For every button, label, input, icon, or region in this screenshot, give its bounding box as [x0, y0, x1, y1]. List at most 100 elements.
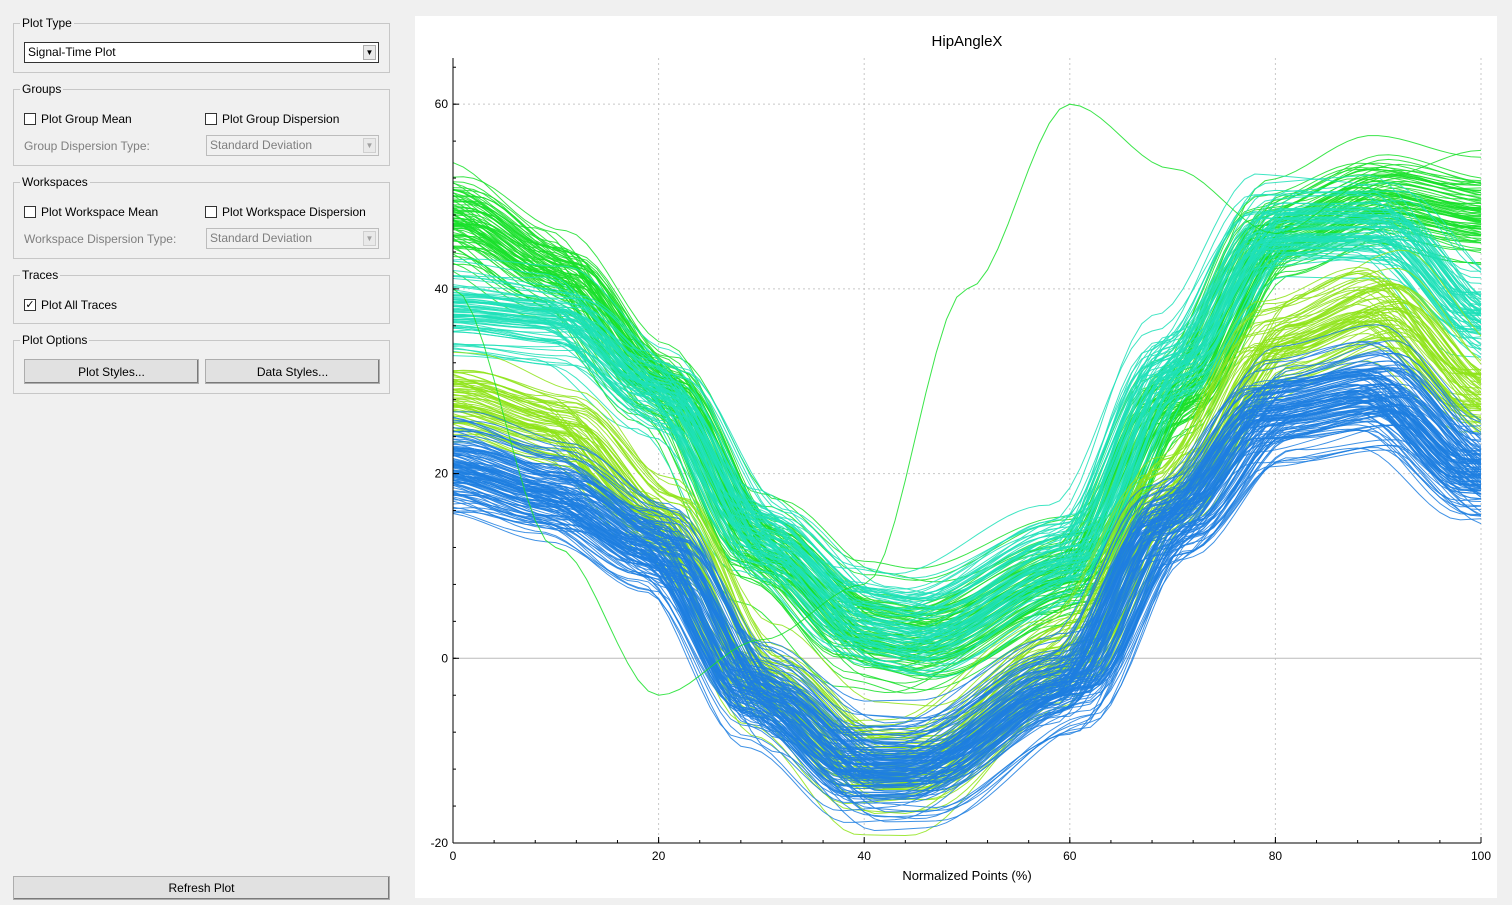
checkbox-unchecked-icon — [24, 206, 36, 218]
workspaces-group: Workspaces Plot Workspace Mean Plot Work… — [13, 174, 390, 259]
trace-line-series-3 — [453, 406, 1481, 803]
plot-styles-button[interactable]: Plot Styles... — [24, 359, 199, 384]
trace-line-series-1 — [453, 242, 1481, 648]
trace-line-series-3 — [453, 383, 1481, 757]
trace-line-series-1 — [453, 241, 1481, 653]
trace-line-series-1 — [453, 190, 1481, 609]
x-tick-label: 40 — [858, 849, 872, 863]
trace-line-series-3 — [453, 405, 1481, 778]
trace-line-series-1 — [453, 181, 1481, 635]
trace-line-series-1 — [453, 211, 1481, 575]
trace-line-series-3 — [453, 375, 1481, 734]
x-tick-label: 80 — [1269, 849, 1283, 863]
chart-title: HipAngleX — [932, 33, 1003, 50]
workspace-dispersion-type-value: Standard Deviation — [210, 231, 313, 245]
trace-line-series-1 — [453, 256, 1481, 644]
trace-line-series-2 — [453, 323, 1481, 801]
plot-all-traces-checkbox[interactable]: ✓ Plot All Traces — [24, 298, 117, 312]
trace-line-series-1 — [453, 219, 1481, 678]
trace-line-series-1 — [453, 202, 1481, 654]
trace-line-series-1 — [453, 275, 1481, 619]
group-dispersion-type-select[interactable]: Standard Deviation ▼ — [206, 135, 379, 156]
trace-line-series-1 — [453, 233, 1481, 590]
trace-line-series-3 — [453, 404, 1481, 809]
dropdown-arrow-icon: ▼ — [363, 231, 376, 246]
plot-type-title: Plot Type — [20, 15, 74, 31]
x-tick-label: 20 — [652, 849, 666, 863]
group-dispersion-type-value: Standard Deviation — [210, 138, 313, 152]
y-tick-label: 20 — [435, 467, 449, 481]
x-tick-label: 0 — [450, 849, 457, 863]
x-tick-label: 60 — [1063, 849, 1077, 863]
y-tick-label: 0 — [441, 651, 448, 665]
plot-area[interactable]: HipAngleX 0 20 40 60 80 100 -20 0 20 40 60 Normalize… — [415, 16, 1497, 898]
trace-line-series-1 — [453, 252, 1481, 630]
trace-line-series-3 — [453, 412, 1481, 778]
trace-line-series-3 — [453, 412, 1481, 760]
checkbox-unchecked-icon — [205, 113, 217, 125]
trace-line-series-1 — [453, 218, 1481, 608]
plot-options-group: Plot Options Plot Styles... Data Styles.… — [13, 332, 390, 394]
trace-line-series-3 — [453, 447, 1481, 762]
trace-line-series-3 — [453, 429, 1481, 775]
plot-type-group: Plot Type Signal-Time Plot ▼ — [13, 15, 390, 73]
trace-line-series-1 — [453, 239, 1481, 648]
trace-line-series-3 — [453, 383, 1481, 823]
y-tick-label: -20 — [431, 836, 449, 850]
checkbox-unchecked-icon — [24, 113, 36, 125]
x-axis-label: Normalized Points (%) — [902, 868, 1031, 883]
checkmark-icon: ✓ — [24, 299, 36, 311]
groups-group: Groups Plot Group Mean Plot Group Disper… — [13, 81, 390, 166]
trace-line-series-3 — [453, 424, 1481, 773]
trace-line-series-3 — [453, 444, 1481, 758]
x-tick-label: 100 — [1471, 849, 1491, 863]
plot-group-dispersion-checkbox[interactable]: Plot Group Dispersion — [205, 112, 339, 126]
trace-line-series-1 — [453, 254, 1481, 643]
trace-line-series-3 — [453, 449, 1481, 762]
workspaces-title: Workspaces — [20, 174, 90, 190]
trace-line-series-3 — [453, 400, 1481, 727]
trace-line-series-3 — [453, 411, 1481, 773]
plot-all-traces-label: Plot All Traces — [41, 298, 118, 312]
trace-line-series-3 — [453, 351, 1481, 773]
trace-line-series-1 — [453, 254, 1481, 635]
data-styles-button[interactable]: Data Styles... — [205, 359, 380, 384]
dropdown-arrow-icon: ▼ — [363, 45, 376, 60]
trace-line-series-3 — [453, 399, 1481, 798]
trace-line-series-3 — [453, 405, 1481, 798]
trace-line-series-1 — [453, 229, 1481, 599]
trace-line-series-1 — [453, 247, 1481, 617]
trace-line-series-0 — [453, 191, 1481, 694]
trace-line-series-3 — [453, 384, 1481, 762]
traces-title: Traces — [20, 267, 61, 283]
trace-line-series-1 — [453, 244, 1481, 659]
dropdown-arrow-icon: ▼ — [363, 138, 376, 153]
trace-line-series-1 — [453, 221, 1481, 608]
trace-line-series-1 — [453, 232, 1481, 601]
trace-line-series-1 — [453, 236, 1481, 579]
trace-line-series-1 — [453, 244, 1481, 641]
plot-workspace-mean-checkbox[interactable]: Plot Workspace Mean — [24, 205, 158, 219]
workspace-dispersion-type-select[interactable]: Standard Deviation ▼ — [206, 228, 379, 249]
traces-group: Traces ✓ Plot All Traces — [13, 267, 390, 324]
trace-line-series-1 — [453, 257, 1481, 660]
trace-line-series-0 — [453, 222, 1481, 652]
plot-workspace-dispersion-checkbox[interactable]: Plot Workspace Dispersion — [205, 205, 366, 219]
groups-title: Groups — [20, 81, 64, 97]
checkbox-unchecked-icon — [205, 206, 217, 218]
trace-line-series-1 — [453, 215, 1481, 668]
refresh-plot-button[interactable]: Refresh Plot — [13, 876, 390, 900]
trace-line-series-3 — [453, 374, 1481, 736]
group-dispersion-type-label: Group Dispersion Type: — [24, 139, 150, 153]
plot-group-mean-checkbox[interactable]: Plot Group Mean — [24, 112, 132, 126]
trace-line-series-2 — [453, 283, 1481, 789]
trace-line-series-3 — [453, 389, 1481, 823]
plot-type-value: Signal-Time Plot — [28, 45, 116, 59]
settings-panel: Plot Type Signal-Time Plot ▼ Groups Plot… — [0, 0, 402, 905]
trace-line-series-1 — [453, 218, 1481, 661]
plot-type-select[interactable]: Signal-Time Plot ▼ — [24, 42, 379, 63]
trace-line-series-3 — [453, 371, 1481, 749]
workspace-dispersion-type-label: Workspace Dispersion Type: — [24, 232, 177, 246]
plot-options-title: Plot Options — [20, 332, 90, 348]
